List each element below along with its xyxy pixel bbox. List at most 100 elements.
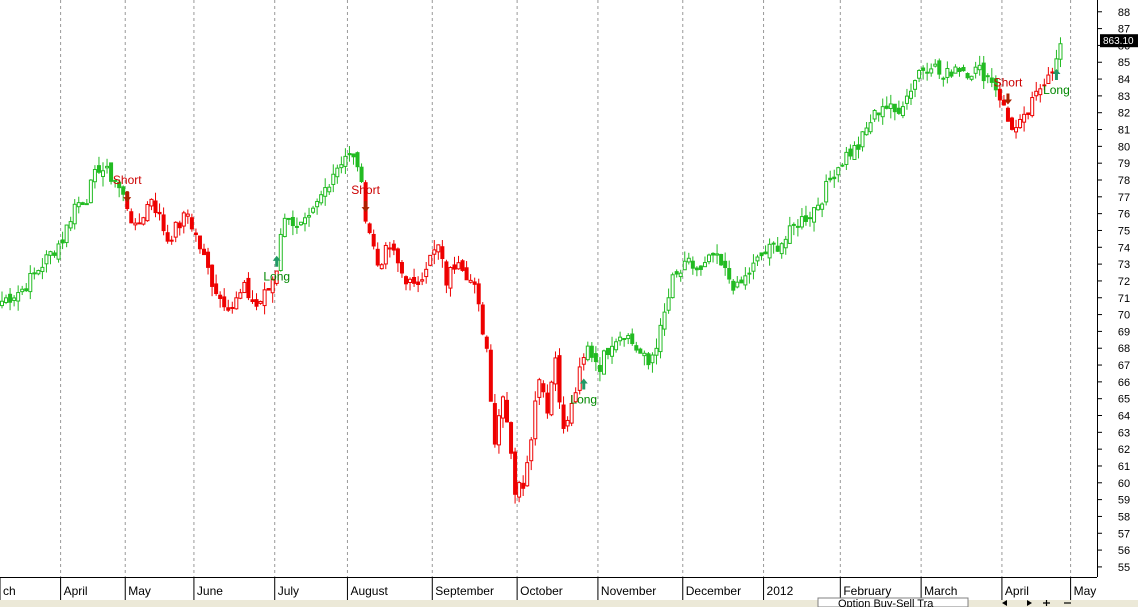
candle-body <box>711 252 716 256</box>
y-tick-label: 56 <box>1118 545 1130 557</box>
y-tick-label: 65 <box>1118 394 1130 406</box>
signal-label: Long <box>570 392 597 406</box>
signal-label: Short <box>994 76 1023 90</box>
bottom-strip: Option Buy-Sell Tra <box>0 597 1138 607</box>
candle-body <box>436 244 441 253</box>
candle-body <box>953 66 958 74</box>
candle-body <box>149 198 154 207</box>
candle-body <box>589 345 594 358</box>
candle-body <box>480 304 485 335</box>
x-month-label: ch <box>3 584 16 598</box>
plus-icon[interactable] <box>1043 600 1050 606</box>
candles <box>0 37 1063 504</box>
candle-body <box>993 78 998 91</box>
candle-body <box>404 276 408 285</box>
candle-body <box>727 268 732 280</box>
candle-body <box>72 203 77 225</box>
last-price-label: 863.10 <box>1103 36 1134 47</box>
y-tick-label: 73 <box>1118 259 1130 271</box>
candle-body <box>755 256 760 262</box>
candle-body <box>573 392 578 403</box>
candle-body <box>618 336 623 342</box>
candle-body <box>808 217 812 220</box>
candle-body <box>884 105 889 109</box>
candle-body <box>315 200 320 208</box>
candle-body <box>282 217 287 238</box>
candle-body <box>771 242 776 245</box>
candle-body <box>52 252 57 256</box>
candle-body <box>424 268 429 278</box>
candle-body <box>917 70 922 79</box>
candle-body <box>795 225 800 228</box>
candle-body <box>1018 118 1023 129</box>
candle-body <box>913 80 918 90</box>
x-month-label: March <box>924 584 957 598</box>
candle-body <box>1038 88 1043 96</box>
candle-body <box>189 217 194 230</box>
candle-body <box>379 264 384 270</box>
y-tick-label: 58 <box>1118 511 1130 523</box>
candle-body <box>622 338 627 341</box>
candle-body <box>331 173 336 185</box>
candle-body <box>428 254 433 266</box>
candle-body <box>202 248 206 256</box>
candle-body <box>12 297 17 301</box>
candle-body <box>137 222 142 225</box>
candle-body <box>775 245 780 252</box>
candle-body <box>266 288 271 291</box>
candle-body <box>840 164 845 167</box>
candle-body <box>662 311 667 330</box>
x-month-label: May <box>1074 584 1097 598</box>
candle-body <box>715 253 720 256</box>
candle-body <box>545 392 550 414</box>
candle-body <box>298 221 303 226</box>
candle-body <box>557 355 562 403</box>
x-month-label: February <box>843 584 891 598</box>
candle-body <box>505 399 509 423</box>
arrow-down-icon <box>1003 93 1012 105</box>
candle-body <box>888 103 893 109</box>
candle-body <box>860 131 865 148</box>
candle-body <box>96 165 101 173</box>
candle-body <box>258 300 263 304</box>
y-tick-label: 88 <box>1118 7 1130 19</box>
candle-body <box>40 266 45 273</box>
arrow-left-icon[interactable] <box>1002 600 1007 606</box>
candle-body <box>323 187 328 197</box>
y-tick-label: 70 <box>1118 310 1130 322</box>
candle-body <box>468 279 473 283</box>
month-grid <box>60 0 1072 577</box>
candle-body <box>985 75 990 78</box>
candle-body <box>448 267 453 289</box>
candle-body <box>630 333 635 345</box>
y-tick-label: 80 <box>1118 141 1130 153</box>
candle-body <box>747 272 752 275</box>
candle-body <box>355 152 360 168</box>
candle-body <box>1042 84 1047 87</box>
candle-body <box>278 233 283 271</box>
candle-body <box>294 225 299 228</box>
candle-body <box>133 222 138 226</box>
candle-body <box>420 279 425 282</box>
candle-body <box>464 267 469 281</box>
y-tick-label: 69 <box>1118 326 1130 338</box>
arrow-up-icon <box>579 378 588 390</box>
candle-body <box>593 353 598 363</box>
chart-tab[interactable] <box>817 597 969 607</box>
candle-body <box>8 293 13 303</box>
candle-body <box>1046 74 1051 84</box>
candle-body <box>24 288 29 292</box>
candle-body <box>666 297 671 311</box>
candle-body <box>210 264 215 287</box>
arrow-right-icon[interactable] <box>1027 600 1032 606</box>
candle-body <box>880 106 885 118</box>
candle-body <box>561 404 566 429</box>
candle-body <box>303 217 307 225</box>
y-tick-label: 68 <box>1118 343 1130 355</box>
candle-body <box>319 194 324 204</box>
candle-body <box>44 254 49 265</box>
y-tick-label: 77 <box>1118 192 1130 204</box>
x-month-label: December <box>686 584 741 598</box>
candle-body <box>218 294 223 300</box>
candle-body <box>444 261 449 286</box>
